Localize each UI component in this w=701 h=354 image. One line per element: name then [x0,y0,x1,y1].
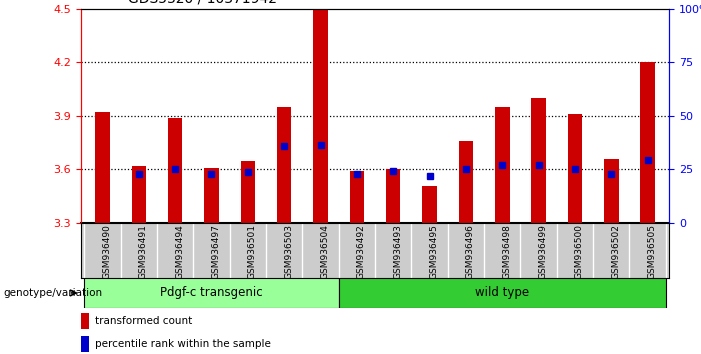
Text: genotype/variation: genotype/variation [4,288,102,298]
Text: GDS5320 / 10371942: GDS5320 / 10371942 [128,0,277,5]
Text: GSM936498: GSM936498 [502,224,511,279]
Text: GSM936504: GSM936504 [320,224,329,279]
Bar [568,114,583,223]
Bar [604,159,618,223]
Bar [240,161,255,223]
Text: transformed count: transformed count [95,316,192,326]
Text: GSM936503: GSM936503 [284,224,293,279]
Bar [277,107,292,223]
Text: GSM936494: GSM936494 [175,224,184,279]
Bar [531,98,546,223]
Text: GSM936497: GSM936497 [212,224,221,279]
Text: GSM936500: GSM936500 [575,224,584,279]
Text: GSM936490: GSM936490 [102,224,111,279]
Text: GSM936501: GSM936501 [248,224,257,279]
Text: GSM936502: GSM936502 [611,224,620,279]
Bar [641,62,655,223]
Text: GSM936499: GSM936499 [538,224,547,279]
Bar [495,107,510,223]
Bar [350,171,364,223]
Text: GSM936491: GSM936491 [139,224,148,279]
Bar [422,185,437,223]
Bar [339,278,666,308]
Bar [204,168,219,223]
Bar [81,336,90,352]
Text: percentile rank within the sample: percentile rank within the sample [95,339,271,349]
Bar [132,166,146,223]
Bar [168,118,182,223]
Text: GSM936495: GSM936495 [430,224,439,279]
Text: Pdgf-c transgenic: Pdgf-c transgenic [160,286,263,299]
Text: GSM936505: GSM936505 [648,224,657,279]
Bar [313,9,328,223]
Text: wild type: wild type [475,286,529,299]
Bar [95,112,109,223]
Text: GSM936496: GSM936496 [466,224,475,279]
Bar [84,278,339,308]
Text: GSM936493: GSM936493 [393,224,402,279]
Bar [386,170,400,223]
Bar [81,313,90,329]
Text: GSM936492: GSM936492 [357,224,366,279]
Bar [458,141,473,223]
